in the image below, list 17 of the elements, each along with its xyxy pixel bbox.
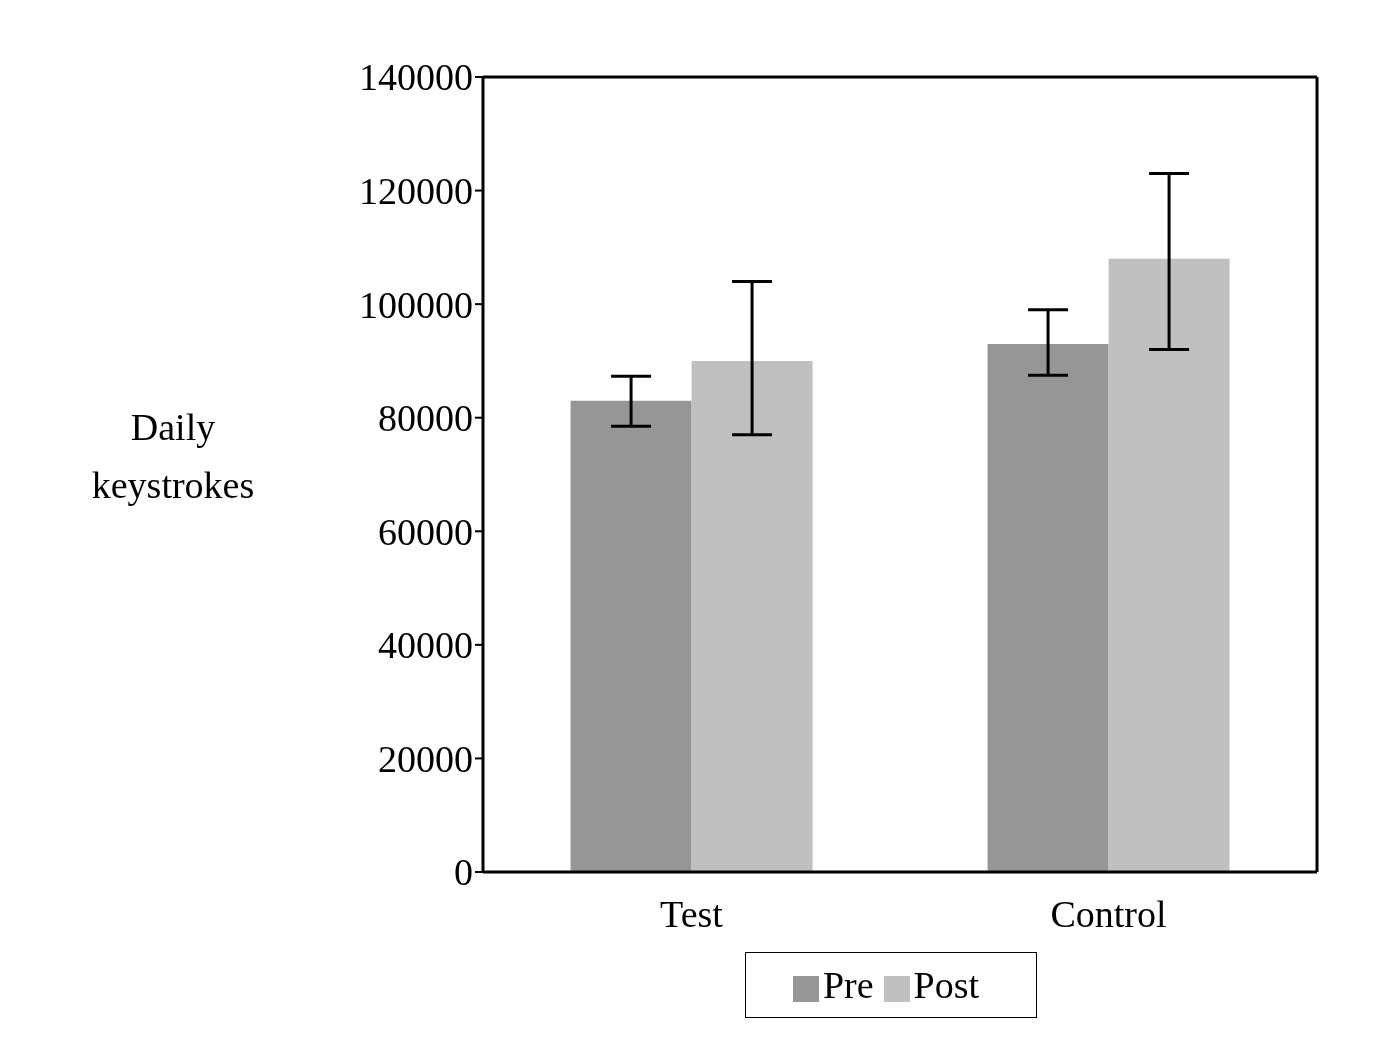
bar bbox=[1108, 258, 1230, 872]
y-tick-label: 40000 bbox=[378, 624, 473, 667]
y-tick-label: 120000 bbox=[359, 170, 473, 213]
y-tick-label: 20000 bbox=[378, 737, 473, 780]
bar bbox=[987, 343, 1109, 872]
y-tick-label: 0 bbox=[454, 851, 473, 894]
y-tick-label: 100000 bbox=[359, 283, 473, 326]
y-axis-title: Daily keystrokes bbox=[90, 405, 256, 508]
x-tick-label: Test bbox=[660, 892, 724, 935]
x-tick-label: Control bbox=[1050, 892, 1167, 935]
bar bbox=[691, 360, 813, 872]
legend-label: Pre bbox=[822, 964, 874, 1006]
legend-label: Post bbox=[913, 964, 980, 1006]
bar bbox=[570, 400, 692, 872]
y-tick-label: 140000 bbox=[359, 56, 473, 99]
y-tick-label: 60000 bbox=[378, 510, 473, 553]
y-tick-label: 80000 bbox=[378, 397, 473, 440]
